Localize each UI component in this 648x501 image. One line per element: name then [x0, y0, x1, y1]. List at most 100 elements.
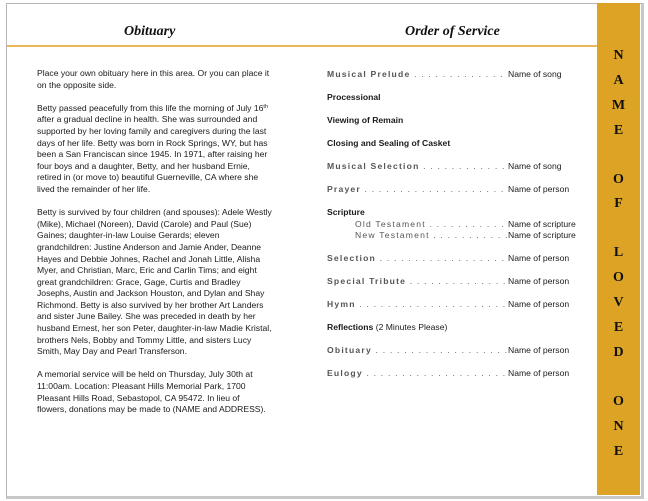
- service-item-label: Hymn: [327, 299, 356, 310]
- service-item-note: (2 Minutes Please): [375, 322, 448, 333]
- obituary-line: 11:00am. Location: Pleasant Hills Memori…: [37, 381, 246, 392]
- service-item: New Testament . . . . . . . . . . . . . …: [327, 229, 589, 252]
- header-divider: [7, 45, 597, 47]
- obituary-line: great grandchildren: Grace, Gage, Curtis…: [37, 276, 241, 287]
- service-item: Hymn . . . . . . . . . . . . . . . . . .…: [327, 298, 589, 321]
- service-item-label: Special Tribute: [327, 276, 407, 287]
- obituary-paragraph: A memorial service will be held on Thurs…: [37, 369, 287, 415]
- obituary-line: days of her life. Betty was born in Rock…: [37, 137, 268, 148]
- service-item: Eulogy . . . . . . . . . . . . . . . . .…: [327, 367, 589, 390]
- obituary-line: Smith, May Day and Pearl Transferson.: [37, 346, 187, 357]
- obituary-line: Myer, and Christian, Marc, Eric and Carl…: [37, 265, 257, 276]
- service-item: Musical Selection . . . . . . . . . . . …: [327, 160, 589, 183]
- obituary-line: Gaines; daughter-in-law Louise Gerards; …: [37, 230, 220, 241]
- service-item-label: Scripture: [327, 207, 365, 217]
- sidebar-letter: D: [613, 344, 624, 360]
- dot-leader: Eulogy . . . . . . . . . . . . . . . . .…: [327, 368, 508, 379]
- sidebar-letter: F: [614, 196, 623, 212]
- service-item-value: Name of person: [508, 276, 570, 287]
- service-item: Reflections (2 Minutes Please): [327, 321, 589, 344]
- obituary-paragraph: Betty passed peacefully from this life t…: [37, 103, 287, 196]
- obituary-text: Place your own obituary here in this are…: [37, 68, 287, 427]
- service-item: Musical Prelude . . . . . . . . . . . . …: [327, 68, 589, 91]
- order-of-service-title: Order of Service: [405, 24, 500, 39]
- obituary-line: grandchildren: Justine Anderson and Jami…: [37, 241, 262, 252]
- sidebar-letter: E: [613, 443, 624, 459]
- service-item-value: Name of person: [508, 299, 570, 310]
- service-item: Obituary . . . . . . . . . . . . . . . .…: [327, 344, 589, 367]
- sidebar-letter: E: [613, 320, 624, 336]
- sidebar-letter: N: [613, 418, 624, 434]
- sidebar-letter: O: [613, 393, 624, 409]
- obituary-line: lived the remainder of her life.: [37, 183, 151, 194]
- obituary-line: supported by her loving family and careg…: [37, 125, 267, 136]
- sidebar-letter: L: [613, 245, 624, 261]
- obituary-line: brothers Nels, Bobby and Tommy Little, a…: [37, 334, 252, 345]
- order-of-service-list: Musical Prelude . . . . . . . . . . . . …: [327, 68, 589, 390]
- service-item-label: Eulogy: [327, 368, 363, 379]
- obituary-paragraph: Betty is survived by four children (and …: [37, 207, 287, 358]
- obituary-line: and sister June Bailey. She was preceded…: [37, 311, 256, 322]
- dot-leader: Special Tribute . . . . . . . . . . . . …: [327, 276, 508, 287]
- service-item: Processional: [327, 91, 589, 114]
- obituary-line: after a gradual decline in health. She w…: [37, 114, 258, 125]
- obituary-line: been a San Franciscan since 1945. In 197…: [37, 149, 268, 160]
- dot-leader: Selection . . . . . . . . . . . . . . . …: [327, 253, 508, 264]
- obituary-line: Place your own obituary here in this are…: [37, 68, 270, 78]
- obituary-line: retired in (or move to) beautiful Guerne…: [37, 172, 259, 183]
- obituary-line: husband Ernest, her son Peter, daughter-…: [37, 323, 272, 334]
- sidebar-letter: M: [611, 97, 626, 113]
- service-item: Old Testament . . . . . . . . . . . . . …: [327, 218, 589, 230]
- service-item-value: Name of scripture: [508, 218, 576, 229]
- service-item-label: Musical Selection: [327, 161, 420, 171]
- service-item: Scripture: [327, 206, 589, 218]
- obituary-line: Richmond. Betty is also survived by her …: [37, 299, 264, 310]
- obituary-line: A memorial service will be held on Thurs…: [37, 369, 253, 380]
- dot-leader: Hymn . . . . . . . . . . . . . . . . . .…: [327, 299, 508, 310]
- service-item-value: Name of person: [508, 368, 570, 379]
- obituary-paragraph: Place your own obituary here in this are…: [37, 68, 287, 91]
- service-item-label: Reflections: [327, 322, 374, 333]
- service-item: Prayer . . . . . . . . . . . . . . . . .…: [327, 183, 589, 206]
- obituary-title: Obituary: [124, 24, 176, 39]
- obituary-line: Pleasant Hills Road, Sebastopol, CA 9547…: [37, 392, 240, 403]
- page-frame: [6, 3, 644, 499]
- sidebar-letter: [597, 368, 640, 392]
- service-item-value: Name of song: [508, 69, 562, 79]
- service-item-value: Name of person: [508, 184, 570, 194]
- dot-leader: Prayer . . . . . . . . . . . . . . . . .…: [327, 184, 508, 194]
- superscript: th: [263, 103, 269, 110]
- obituary-line: Betty is survived by four children (and …: [37, 207, 272, 218]
- obituary-line: (Mike), Michael (Noreen), David (Carole)…: [37, 218, 252, 229]
- sidebar-letter: O: [613, 270, 624, 286]
- sidebar-letter: V: [613, 295, 624, 311]
- service-item-label: Musical Prelude: [327, 69, 411, 79]
- sidebar-letter: O: [613, 171, 624, 187]
- service-item: Closing and Sealing of Casket: [327, 137, 589, 160]
- service-item: Viewing of Remain: [327, 114, 589, 137]
- obituary-line: four boys and a daughter, Betty, and her…: [37, 160, 250, 171]
- obituary-line: Hayes and Debbie Johnes, Rachel and Jona…: [37, 253, 261, 264]
- sidebar-letter: [597, 219, 640, 243]
- obituary-line: Josephs, Austin and Jackson Houston, and…: [37, 288, 265, 299]
- sidebar-letter: [597, 146, 640, 170]
- dot-leader: Musical Prelude . . . . . . . . . . . . …: [327, 69, 508, 79]
- sidebar-letter: E: [613, 122, 624, 138]
- service-item-label: Prayer: [327, 184, 361, 194]
- service-item-label: Viewing of Remain: [327, 115, 404, 125]
- service-item-label: Processional: [327, 92, 381, 102]
- sidebar-letter: A: [613, 72, 624, 88]
- obituary-line: on the opposite side.: [37, 79, 117, 90]
- obituary-line: flowers, donations may be made to (NAME …: [37, 404, 266, 415]
- service-item-value: Name of song: [508, 161, 562, 171]
- dot-leader: Obituary . . . . . . . . . . . . . . . .…: [327, 345, 508, 356]
- service-item-value: Name of person: [508, 345, 570, 356]
- sidebar-letter: N: [613, 48, 624, 63]
- obituary-line: Betty passed peacefully from this life t…: [37, 102, 269, 113]
- service-item-label: Closing and Sealing of Casket: [327, 138, 451, 148]
- service-item-label: New Testament: [327, 230, 430, 241]
- dot-leader: Old Testament . . . . . . . . . . . . . …: [327, 218, 508, 230]
- service-item-label: Old Testament: [327, 218, 426, 229]
